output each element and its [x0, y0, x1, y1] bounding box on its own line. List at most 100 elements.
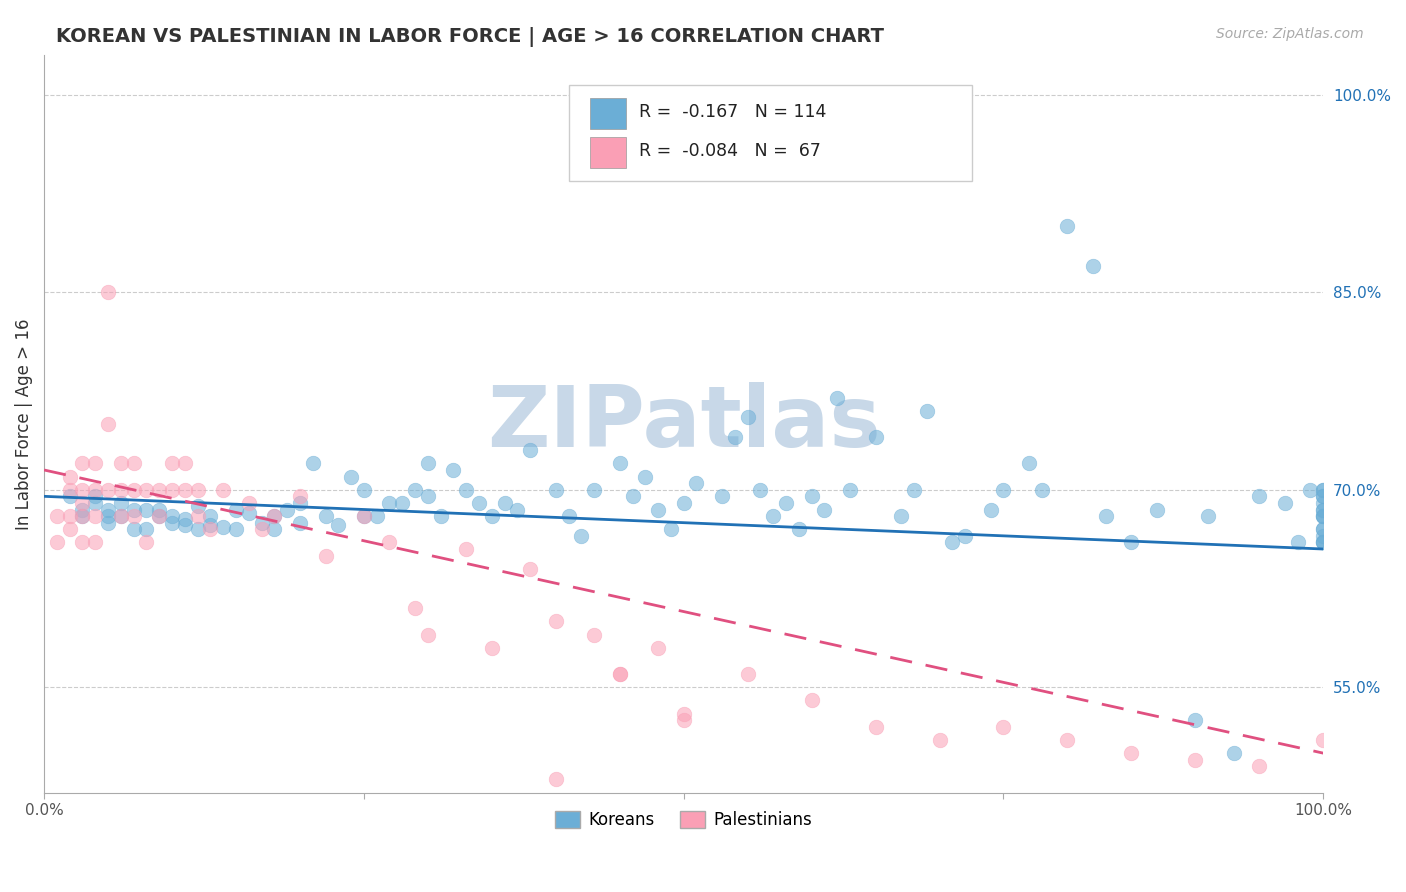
Point — [416, 627, 439, 641]
Point — [288, 489, 311, 503]
Point — [749, 483, 772, 497]
Point — [187, 509, 209, 524]
Point — [468, 496, 491, 510]
Point — [1312, 535, 1334, 549]
Point — [173, 518, 195, 533]
Point — [762, 509, 785, 524]
Point — [1184, 753, 1206, 767]
Text: Source: ZipAtlas.com: Source: ZipAtlas.com — [1216, 27, 1364, 41]
Point — [59, 509, 82, 524]
Point — [634, 469, 657, 483]
Point — [481, 509, 503, 524]
Point — [787, 522, 810, 536]
Point — [238, 507, 260, 521]
Point — [494, 496, 516, 510]
Point — [775, 496, 797, 510]
Point — [1095, 509, 1118, 524]
Point — [980, 502, 1002, 516]
Point — [366, 509, 388, 524]
Point — [122, 457, 145, 471]
Point — [45, 535, 67, 549]
Point — [941, 535, 963, 549]
Point — [672, 496, 695, 510]
Point — [173, 457, 195, 471]
Point — [72, 483, 94, 497]
Point — [72, 502, 94, 516]
Point — [1312, 502, 1334, 516]
Point — [45, 509, 67, 524]
Point — [993, 483, 1015, 497]
Point — [110, 509, 132, 524]
Point — [416, 489, 439, 503]
Point — [135, 522, 157, 536]
Point — [72, 496, 94, 510]
Point — [135, 502, 157, 516]
Point — [148, 483, 170, 497]
Point — [84, 483, 107, 497]
Point — [263, 522, 285, 536]
Legend: Koreans, Palestinians: Koreans, Palestinians — [548, 805, 818, 836]
Point — [825, 391, 848, 405]
Point — [1312, 733, 1334, 747]
Point — [544, 615, 567, 629]
Point — [187, 522, 209, 536]
FancyBboxPatch shape — [591, 137, 626, 168]
Text: ZIPatlas: ZIPatlas — [486, 383, 880, 466]
Point — [865, 720, 887, 734]
Point — [97, 483, 120, 497]
Point — [1018, 457, 1040, 471]
Point — [84, 457, 107, 471]
Point — [122, 483, 145, 497]
Point — [1312, 509, 1334, 524]
Point — [160, 509, 183, 524]
Point — [353, 509, 375, 524]
Point — [737, 410, 759, 425]
Point — [315, 509, 337, 524]
Point — [659, 522, 682, 536]
Point — [506, 502, 529, 516]
Point — [1299, 483, 1322, 497]
Point — [953, 529, 976, 543]
Point — [1222, 746, 1244, 760]
Point — [59, 522, 82, 536]
Y-axis label: In Labor Force | Age > 16: In Labor Force | Age > 16 — [15, 318, 32, 530]
Point — [173, 483, 195, 497]
Point — [110, 483, 132, 497]
Point — [250, 522, 273, 536]
Point — [569, 529, 592, 543]
Point — [378, 496, 401, 510]
Point — [276, 502, 298, 516]
Point — [1312, 483, 1334, 497]
Point — [250, 516, 273, 530]
Point — [890, 509, 912, 524]
Point — [1312, 535, 1334, 549]
Point — [288, 516, 311, 530]
Point — [481, 640, 503, 655]
Point — [1312, 483, 1334, 497]
Point — [443, 463, 465, 477]
Point — [187, 499, 209, 513]
Point — [84, 489, 107, 503]
Point — [59, 469, 82, 483]
Point — [200, 522, 222, 536]
Point — [737, 667, 759, 681]
Point — [1312, 509, 1334, 524]
Point — [1121, 535, 1143, 549]
Point — [1184, 713, 1206, 727]
Point — [288, 496, 311, 510]
Point — [1197, 509, 1219, 524]
Point — [110, 457, 132, 471]
Point — [903, 483, 925, 497]
Point — [583, 627, 606, 641]
Point — [1056, 733, 1078, 747]
Point — [647, 640, 669, 655]
Point — [225, 522, 247, 536]
Point — [865, 430, 887, 444]
Text: R =  -0.167   N = 114: R = -0.167 N = 114 — [638, 103, 827, 121]
Point — [1274, 496, 1296, 510]
Point — [238, 496, 260, 510]
Text: R =  -0.084   N =  67: R = -0.084 N = 67 — [638, 142, 821, 160]
Point — [97, 417, 120, 431]
Point — [1312, 509, 1334, 524]
Point — [225, 798, 247, 813]
